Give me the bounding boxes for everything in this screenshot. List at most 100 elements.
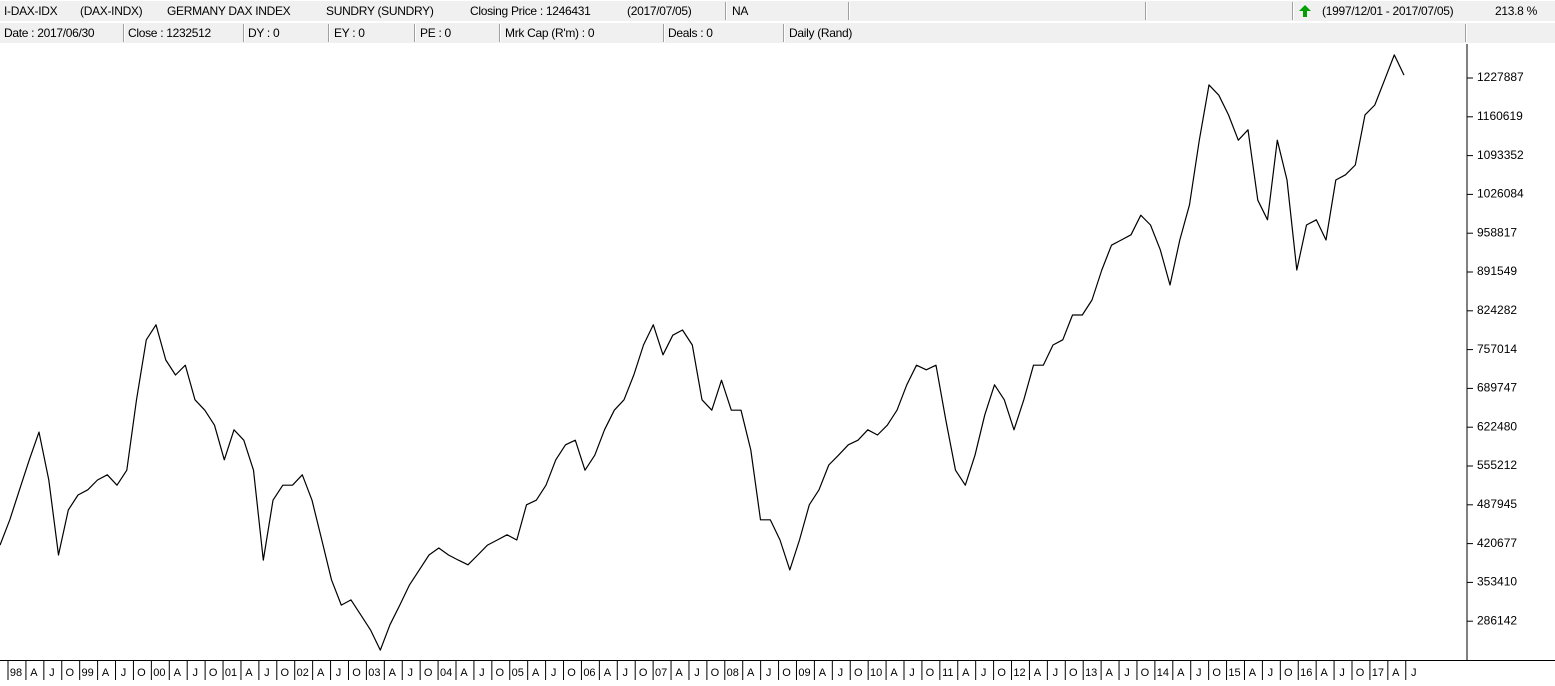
- y-tick-label: 824282: [1477, 303, 1517, 317]
- y-tick-label: 555212: [1477, 458, 1517, 472]
- x-tick-label: 12: [1013, 667, 1025, 679]
- x-tick-label: 00: [153, 667, 165, 679]
- x-tick-label: 10: [870, 667, 882, 679]
- y-tick-label: 757014: [1477, 342, 1517, 356]
- y-tick-label: 353410: [1477, 575, 1517, 589]
- x-tick-label: O: [1212, 667, 1221, 679]
- status: NA: [732, 4, 749, 18]
- x-tick-label: A: [102, 667, 110, 679]
- x-tick-label: O: [496, 667, 505, 679]
- sub-code: (DAX-INDX): [80, 4, 143, 18]
- separator: [414, 24, 416, 42]
- x-tick-label: A: [389, 667, 397, 679]
- y-tick-label: 286142: [1477, 613, 1517, 627]
- market-cap: Mrk Cap (R'm) : 0: [505, 26, 595, 40]
- x-tick-label: 05: [512, 667, 524, 679]
- separator: [243, 24, 245, 42]
- frequency: Daily (Rand): [789, 26, 853, 40]
- y-tick-label: 891549: [1477, 264, 1517, 278]
- x-tick-label: 99: [82, 667, 94, 679]
- index-name: GERMANY DAX INDEX: [167, 4, 291, 18]
- x-tick-label: A: [317, 667, 325, 679]
- y-tick-label: 958817: [1477, 225, 1517, 239]
- x-tick-label: O: [65, 667, 74, 679]
- x-tick-label: O: [711, 667, 720, 679]
- up-arrow-icon: [1299, 5, 1311, 17]
- x-tick-label: J: [479, 667, 485, 679]
- x-tick-label: O: [782, 667, 791, 679]
- x-tick-label: A: [460, 667, 468, 679]
- x-tick-label: 11: [942, 667, 953, 679]
- x-tick-label: O: [567, 667, 576, 679]
- x-tick-label: J: [694, 667, 700, 679]
- separator: [1292, 2, 1294, 20]
- x-tick-label: O: [137, 667, 146, 679]
- x-tick-label: A: [1105, 667, 1113, 679]
- x-tick-label: 08: [727, 667, 739, 679]
- deals: Deals : 0: [668, 26, 713, 40]
- period: (1997/12/01 - 2017/07/05): [1322, 4, 1454, 18]
- x-tick-label: A: [747, 667, 755, 679]
- x-tick-label: J: [981, 667, 987, 679]
- change: 213.8 %: [1495, 4, 1537, 18]
- x-tick-label: A: [675, 667, 683, 679]
- y-tick-label: 1026084: [1477, 187, 1524, 201]
- separator: [499, 24, 501, 42]
- x-tick-label: 07: [655, 667, 667, 679]
- y-tick-label: 420677: [1477, 536, 1517, 550]
- date: Date : 2017/06/30: [4, 26, 95, 40]
- x-tick-label: A: [174, 667, 182, 679]
- x-tick-label: A: [1034, 667, 1042, 679]
- x-tick-label: O: [1284, 667, 1293, 679]
- code: I-DAX-IDX: [4, 4, 58, 18]
- x-tick-label: J: [623, 667, 629, 679]
- closing-price: Closing Price : 1246431: [470, 4, 591, 18]
- x-tick-label: A: [604, 667, 612, 679]
- x-tick-label: O: [926, 667, 935, 679]
- info-bar: I-DAX-IDX (DAX-INDX) GERMANY DAX INDEX S…: [0, 1, 1555, 21]
- x-tick-label: O: [1069, 667, 1078, 679]
- separator: [663, 24, 665, 42]
- x-tick-label: 16: [1300, 667, 1312, 679]
- x-tick-label: O: [424, 667, 433, 679]
- x-tick-label: A: [1320, 667, 1328, 679]
- x-tick-label: 98: [10, 667, 22, 679]
- x-tick-label: A: [962, 667, 970, 679]
- y-tick-label: 487945: [1477, 497, 1517, 511]
- x-tick-label: O: [1356, 667, 1365, 679]
- x-tick-label: A: [890, 667, 898, 679]
- x-tick-label: 03: [368, 667, 380, 679]
- x-tick-label: J: [1124, 667, 1130, 679]
- x-tick-label: A: [532, 667, 540, 679]
- x-tick-label: 17: [1372, 667, 1384, 679]
- separator: [783, 24, 785, 42]
- x-tick-label: J: [49, 667, 55, 679]
- y-tick-label: 1160619: [1477, 109, 1523, 123]
- x-tick-label: A: [245, 667, 253, 679]
- x-tick-label: 06: [583, 667, 595, 679]
- x-tick-label: 02: [297, 667, 309, 679]
- x-tick-label: A: [30, 667, 38, 679]
- x-tick-label: A: [1392, 667, 1400, 679]
- price-line: [0, 54, 1405, 651]
- pe: PE : 0: [420, 26, 451, 40]
- x-tick-label: J: [407, 667, 413, 679]
- x-tick-label: A: [819, 667, 827, 679]
- x-tick-label: J: [264, 667, 270, 679]
- x-tick-label: 15: [1228, 667, 1240, 679]
- y-tick-label: 1227887: [1477, 70, 1524, 84]
- x-tick-label: 01: [225, 667, 237, 679]
- separator: [328, 24, 330, 42]
- x-tick-label: O: [209, 667, 218, 679]
- x-tick-label: J: [551, 667, 557, 679]
- x-tick-label: A: [1249, 667, 1257, 679]
- dy: DY : 0: [248, 26, 280, 40]
- sector: SUNDRY (SUNDRY): [326, 4, 434, 18]
- closing-date: (2017/07/05): [627, 4, 692, 18]
- x-tick-label: O: [997, 667, 1006, 679]
- x-tick-label: 04: [440, 667, 452, 679]
- x-tick-label: 14: [1157, 667, 1169, 679]
- x-tick-label: J: [838, 667, 844, 679]
